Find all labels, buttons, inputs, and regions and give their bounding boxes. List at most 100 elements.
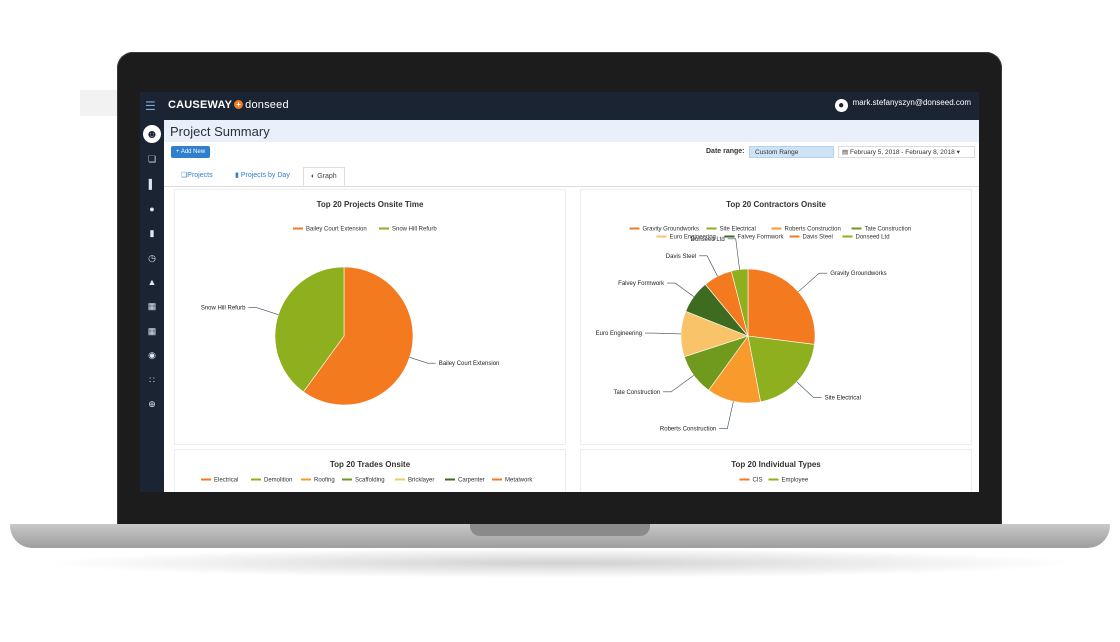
legend-swatch xyxy=(771,227,782,230)
pie-connector-line xyxy=(727,238,740,270)
main-content: Project Summary + Add New Date range: Cu… xyxy=(164,120,979,492)
legend-item-carpenter[interactable]: Carpenter xyxy=(458,478,485,484)
legend-swatch xyxy=(739,478,750,481)
brand-logo[interactable]: CAUSEWAY + donseed xyxy=(168,99,289,111)
user-icon: ● xyxy=(834,99,848,112)
pie-label-donseed-ltd: Donseed Ltd xyxy=(691,237,725,243)
date-picker[interactable]: ▤ February 5, 2018 - February 8, 2018 ▾ xyxy=(838,146,975,158)
legend-swatch xyxy=(789,235,800,238)
legend-item-tate-construction[interactable]: Tate Construction xyxy=(865,227,912,233)
brand-mark-icon: + xyxy=(234,100,244,109)
legend-item-donseed-ltd[interactable]: Donseed Ltd xyxy=(856,235,890,241)
pie-label-site-electrical: Site Electrical xyxy=(825,396,861,402)
date-range-label: Date range: xyxy=(706,148,745,155)
pie-connector-line xyxy=(719,401,734,430)
calendar-icon: ▤ xyxy=(842,149,849,156)
dashboard-icon[interactable]: ◉ xyxy=(148,350,156,360)
pie-label-gravity-groundworks: Gravity Groundworks xyxy=(830,271,886,277)
contractors-pie-chart: Gravity Groundworks Site Electrical Robert… xyxy=(596,227,912,433)
legend-item-gravity-groundworks[interactable]: Gravity Groundworks xyxy=(643,227,699,233)
pie-connector-line xyxy=(699,255,718,277)
legend-item-electrical[interactable]: Electrical xyxy=(214,478,238,484)
building-icon[interactable]: ▮ xyxy=(149,228,155,238)
charts-area: Top 20 Projects Onsite Time Bailey Court… xyxy=(164,187,979,492)
legend-swatch xyxy=(768,478,779,481)
chart-icon[interactable]: ▌ xyxy=(148,179,156,189)
legend-item-davis-steel[interactable]: Davis Steel xyxy=(803,235,833,241)
legend-swatch xyxy=(842,235,853,238)
person-icon[interactable]: ● xyxy=(149,204,155,214)
chart-panel-contractors: Top 20 Contractors Onsite Gravity Ground… xyxy=(580,189,972,445)
top-navbar: ☰ CAUSEWAY + donseed ● mark.stefanyszyn@don… xyxy=(140,92,979,120)
legend-swatch xyxy=(395,478,405,481)
hamburger-menu-icon[interactable]: ☰ xyxy=(145,99,156,113)
legend-swatch xyxy=(629,227,640,230)
pie-slice-roberts-construction[interactable] xyxy=(708,335,761,404)
legend-swatch xyxy=(293,227,303,230)
pie-connector-line xyxy=(798,272,828,292)
date-picker-value: February 5, 2018 - February 8, 2018 xyxy=(849,149,955,156)
user-avatar-icon[interactable]: ☻ xyxy=(143,125,161,143)
pie-slice-gravity-groundworks[interactable] xyxy=(747,268,816,345)
pie-label-snow-hill-refurb: Snow Hill Refurb xyxy=(201,306,246,312)
sidebar: ☻ ❏ ▌ ● ▮ ◷ ▲ ▦ ▦ ◉ ∷ ⊕ xyxy=(140,120,164,492)
pie-label-bailey-court-extension: Bailey Court Extension xyxy=(439,361,500,367)
legend-item-falvey-formwork[interactable]: Falvey Formwork xyxy=(738,235,785,241)
pie-label-falvey-formwork: Falvey Formwork xyxy=(618,281,665,287)
pie-slice-site-electrical[interactable] xyxy=(747,335,815,403)
brand-name: CAUSEWAY xyxy=(168,99,233,111)
chart-panel-individual-types: Top 20 Individual Types CIS Employee xyxy=(580,449,972,492)
pie-slice-donseed-ltd[interactable] xyxy=(730,268,749,337)
legend-item-employee[interactable]: Employee xyxy=(782,478,809,484)
globe-icon[interactable]: ⊕ xyxy=(148,399,156,409)
user-menu[interactable]: ● mark.stefanyszyn@donseed.com xyxy=(834,98,971,112)
legend-swatch xyxy=(851,227,862,230)
projects-icon[interactable]: ❏ xyxy=(147,154,157,164)
legend-item-site-electrical[interactable]: Site Electrical xyxy=(720,227,756,233)
grid-icon[interactable]: ▦ xyxy=(147,326,157,336)
tab-projects-by-day[interactable]: ▮ Projects by Day xyxy=(228,167,297,186)
chart-title: Top 20 Individual Types xyxy=(731,460,821,469)
legend-item-metalwork[interactable]: Metalwork xyxy=(505,478,533,484)
legend-item-demolition[interactable]: Demolition xyxy=(264,478,292,484)
legend-item-roofing[interactable]: Roofing xyxy=(314,478,335,484)
pie-label-tate-construction: Tate Construction xyxy=(613,390,660,396)
file-icon: ▮ xyxy=(235,172,239,179)
pie-slice-snow-hill-refurb[interactable] xyxy=(274,266,345,393)
legend-swatch xyxy=(301,478,311,481)
legend-item-euro-engineering[interactable]: Euro Engineering xyxy=(670,235,716,241)
tab-label: Projects xyxy=(187,172,213,179)
clock-icon[interactable]: ◷ xyxy=(148,253,156,263)
add-new-button[interactable]: + Add New xyxy=(171,146,211,158)
trades-legend: Electrical Demolition Roofing Scaffolding Br… xyxy=(201,478,533,484)
tab-projects[interactable]: ❏Projects xyxy=(174,167,220,186)
legend-item-roberts-construction[interactable]: Roberts Construction xyxy=(785,227,841,233)
legend-item-cis[interactable]: CIS xyxy=(753,478,763,484)
legend-item-bailey-court-extension[interactable]: Bailey Court Extension xyxy=(306,227,367,233)
laptop-shadow xyxy=(40,548,1080,578)
date-range-select[interactable]: Custom Range xyxy=(749,146,834,158)
legend-item-snow-hill-refurb[interactable]: Snow Hill Refurb xyxy=(392,227,437,233)
chart-panel-trades: Top 20 Trades Onsite Electrical Demolitio… xyxy=(174,449,566,492)
legend-swatch xyxy=(656,235,667,238)
page-title: Project Summary xyxy=(170,124,270,139)
toolbar: + Add New Date range: Custom Range ▤ Feb… xyxy=(164,142,979,162)
apps-icon[interactable]: ∷ xyxy=(149,375,155,385)
chart-title: Top 20 Trades Onsite xyxy=(329,460,411,469)
tab-graph[interactable]: ◐ Graph xyxy=(303,167,345,186)
pie-connector-line xyxy=(667,282,694,297)
legend-swatch xyxy=(379,227,389,230)
tab-label: Projects by Day xyxy=(240,172,290,179)
pie-label-euro-engineering: Euro Engineering xyxy=(596,331,642,337)
brand-sub: donseed xyxy=(245,99,289,111)
legend-item-bricklayer[interactable]: Bricklayer xyxy=(408,478,434,484)
title-bar: Project Summary xyxy=(164,120,979,142)
tab-label: Graph xyxy=(317,173,337,180)
bell-icon[interactable]: ▲ xyxy=(147,277,157,287)
table-icon[interactable]: ▦ xyxy=(147,301,157,311)
caret-down-icon: ▾ xyxy=(956,149,960,156)
legend-item-scaffolding[interactable]: Scaffolding xyxy=(355,478,385,484)
legend-swatch xyxy=(342,478,352,481)
pie-connector-line xyxy=(796,381,822,398)
pie-label-roberts-construction: Roberts Construction xyxy=(660,427,716,433)
